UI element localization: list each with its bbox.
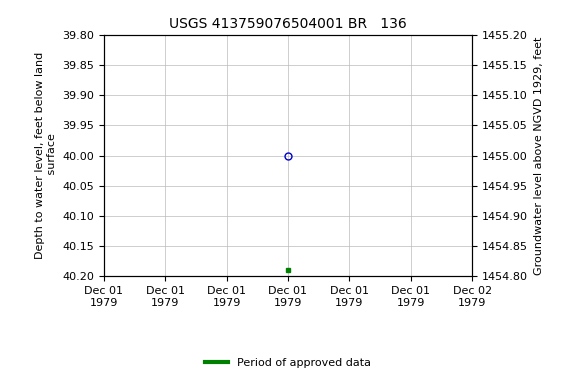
Legend: Period of approved data: Period of approved data: [201, 354, 375, 372]
Y-axis label: Groundwater level above NGVD 1929, feet: Groundwater level above NGVD 1929, feet: [533, 36, 544, 275]
Title: USGS 413759076504001 BR   136: USGS 413759076504001 BR 136: [169, 17, 407, 31]
Y-axis label: Depth to water level, feet below land
 surface: Depth to water level, feet below land su…: [35, 52, 56, 259]
